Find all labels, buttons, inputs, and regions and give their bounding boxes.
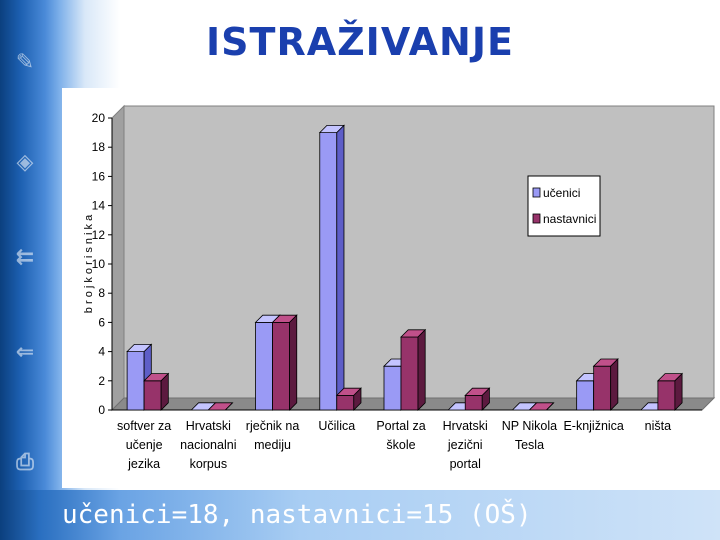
bar-front — [255, 321, 273, 411]
x-category-label: softver za — [117, 419, 171, 433]
x-category-label: Portal za — [376, 419, 425, 433]
bar-nastavnici — [400, 328, 427, 411]
x-category-label: E-knjižnica — [563, 419, 623, 433]
y-tick-label: 20 — [92, 111, 106, 125]
plot-side-wall — [111, 104, 125, 412]
x-category-label: škole — [386, 438, 415, 452]
legend-swatch-nastavnici — [532, 213, 541, 224]
bar-ucenici — [318, 124, 345, 411]
x-category-label: Hrvatski — [186, 419, 231, 433]
x-category-label: rječnik na — [246, 419, 300, 433]
bar-front — [383, 365, 402, 411]
bar-side — [225, 402, 233, 411]
reply-icon: ⇐ — [15, 339, 35, 365]
footer-bar — [0, 490, 720, 540]
notes-icon: ✎ — [15, 49, 35, 75]
y-tick-label: 14 — [92, 199, 106, 213]
y-tick-label: 12 — [92, 228, 106, 242]
legend-label-nastavnici: nastavnici — [543, 212, 596, 226]
bar-nastavnici — [143, 372, 170, 411]
bar-side — [417, 328, 426, 411]
x-category-label: jezika — [127, 457, 160, 471]
bar-front — [657, 380, 676, 411]
bar-side — [674, 372, 683, 411]
y-axis-label: b r o j k o r i s n i k a — [83, 214, 95, 313]
bar-front — [272, 321, 290, 411]
bar-front — [126, 351, 145, 411]
legend-label-ucenici: učenici — [543, 186, 580, 200]
y-tick-label: 4 — [98, 345, 105, 359]
y-tick-label: 8 — [98, 286, 105, 300]
x-category-label: portal — [450, 457, 481, 471]
bar-front — [400, 336, 419, 411]
legend-swatch-ucenici — [532, 187, 541, 198]
left-decor-strip: ✎ ◈ ⇇ ⇐ ⎙ — [0, 0, 58, 540]
reply-all-icon: ⇇ — [15, 244, 35, 270]
bar-side — [481, 387, 490, 411]
y-tick-label: 0 — [98, 403, 105, 417]
bar-front — [593, 365, 612, 411]
bar-side — [160, 372, 169, 411]
footer-note: učenici=18, nastavnici=15 (OŠ) — [62, 500, 532, 530]
x-category-label: Tesla — [515, 438, 544, 452]
bar-front — [143, 380, 162, 411]
bar-side — [353, 387, 362, 411]
bar-nastavnici — [464, 387, 491, 411]
x-category-label: Učilica — [318, 419, 355, 433]
bar-nastavnici — [656, 372, 684, 411]
bar-side — [336, 124, 345, 411]
bar-nastavnici — [592, 358, 619, 411]
x-category-label: Hrvatski — [443, 419, 488, 433]
bar-nastavnici — [528, 402, 555, 411]
format-icon: ◈ — [16, 149, 34, 175]
y-tick-label: 6 — [98, 315, 105, 329]
bar-front — [336, 394, 355, 411]
x-category-label: jezični — [447, 438, 483, 452]
x-category-label: korpus — [190, 457, 228, 471]
x-category-label: ništa — [645, 419, 671, 433]
bar-nastavnici — [335, 387, 362, 411]
x-category-label: NP Nikola — [502, 419, 557, 433]
bar-nastavnici — [207, 402, 234, 411]
x-category-label: nacionalni — [180, 438, 236, 452]
bar-nastavnici — [271, 314, 298, 411]
x-category-label: učenje — [126, 438, 163, 452]
legend-box — [527, 175, 601, 237]
y-tick-label: 18 — [92, 140, 106, 154]
bar-front — [576, 380, 595, 411]
x-category-label: mediju — [254, 438, 291, 452]
bar-chart: 0 2 4 6 8 10 12 14 16 18 20 b r o j k o r i s n i k… — [83, 104, 716, 471]
y-tick-label: 16 — [92, 169, 106, 183]
y-tick-label: 2 — [98, 374, 105, 388]
bar-side — [546, 402, 554, 411]
print-mail-icon: ⎙ — [16, 449, 34, 475]
bar-side — [610, 358, 619, 411]
slide-title: ISTRAŽIVANJE — [206, 20, 514, 64]
bar-front — [319, 132, 338, 411]
bar-front — [464, 394, 483, 411]
chart-frame: 0 2 4 6 8 10 12 14 16 18 20 b r o j k o r i s n i k… — [62, 88, 720, 488]
y-tick-label: 10 — [92, 257, 106, 271]
bar-side — [289, 314, 298, 411]
